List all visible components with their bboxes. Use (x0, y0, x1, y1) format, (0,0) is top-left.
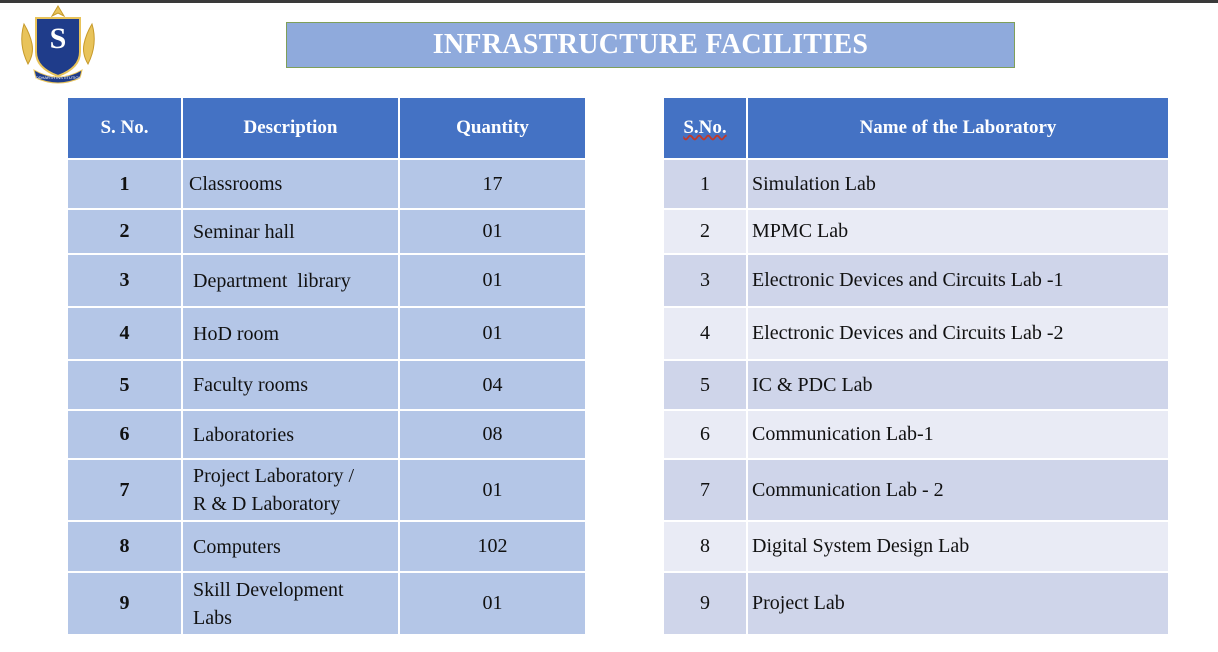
row-description: Computers (181, 520, 400, 573)
row-quantity: 01 (398, 458, 587, 522)
table-row: 8 Digital System Design Lab (662, 520, 1170, 573)
row-description: Skill Development Labs (181, 571, 400, 636)
row-lab-name: Electronic Devices and Circuits Lab -2 (746, 306, 1170, 361)
table-row: 9 Skill Development Labs 01 (66, 571, 587, 636)
row-description-line2: Labs (193, 606, 232, 629)
row-lab-name: Communication Lab-1 (746, 409, 1170, 460)
table-row: 4 Electronic Devices and Circuits Lab -2 (662, 306, 1170, 361)
institution-logo-icon: S SIDDHARTH INSTITUTIONS (14, 4, 102, 86)
row-quantity: 01 (398, 253, 587, 308)
row-sno: 5 (662, 359, 748, 411)
header-quantity: Quantity (398, 96, 587, 160)
row-sno: 4 (66, 306, 183, 361)
table-row: 7 Communication Lab - 2 (662, 458, 1170, 522)
row-quantity: 17 (398, 158, 587, 210)
table-header-row: S. No. Description Quantity (66, 96, 587, 160)
row-lab-name: Simulation Lab (746, 158, 1170, 210)
row-sno: 7 (66, 458, 183, 522)
top-border (0, 0, 1218, 3)
row-description-line1: Skill Development (193, 578, 344, 601)
row-description-line1: Project Laboratory / (193, 465, 355, 487)
page-title: INFRASTRUCTURE FACILITIES (286, 22, 1015, 68)
table-row: 9 Project Lab (662, 571, 1170, 636)
row-description: Faculty rooms (181, 359, 400, 411)
table-row: 4 HoD room 01 (66, 306, 587, 361)
table-row: 1 Classrooms 17 (66, 158, 587, 210)
row-sno: 6 (66, 409, 183, 460)
row-description-line2: R & D Laboratory (193, 493, 341, 515)
svg-text:S: S (50, 22, 67, 55)
row-lab-name: Project Lab (746, 571, 1170, 636)
row-lab-name: MPMC Lab (746, 208, 1170, 255)
row-sno: 8 (662, 520, 748, 573)
row-description: Project Laboratory / R & D Laboratory (181, 458, 400, 522)
row-quantity: 01 (398, 208, 587, 255)
laboratories-table: S.No. Name of the Laboratory 1 Simulatio… (662, 96, 1170, 636)
row-sno: 9 (66, 571, 183, 636)
table-row: 5 Faculty rooms 04 (66, 359, 587, 411)
row-sno: 7 (662, 458, 748, 522)
header-sno-text: S.No. (683, 117, 727, 138)
row-sno: 1 (662, 158, 748, 210)
table-row: 6 Communication Lab-1 (662, 409, 1170, 460)
row-sno: 5 (66, 359, 183, 411)
header-sno: S. No. (66, 96, 183, 160)
header-sno: S.No. (662, 96, 748, 160)
table-row: 6 Laboratories 08 (66, 409, 587, 460)
row-sno: 3 (66, 253, 183, 308)
row-quantity: 08 (398, 409, 587, 460)
table-row: 5 IC & PDC Lab (662, 359, 1170, 411)
row-description: Seminar hall (181, 208, 400, 255)
table-row: 1 Simulation Lab (662, 158, 1170, 210)
row-sno: 2 (66, 208, 183, 255)
row-sno: 1 (66, 158, 183, 210)
table-row: 3 Department library 01 (66, 253, 587, 308)
row-lab-name: Electronic Devices and Circuits Lab -1 (746, 253, 1170, 308)
row-sno: 9 (662, 571, 748, 636)
row-sno: 4 (662, 306, 748, 361)
row-quantity: 102 (398, 520, 587, 573)
facilities-table: S. No. Description Quantity 1 Classrooms… (66, 96, 587, 636)
row-description: Laboratories (181, 409, 400, 460)
row-quantity: 01 (398, 306, 587, 361)
header-lab-name: Name of the Laboratory (746, 96, 1170, 160)
row-quantity: 01 (398, 571, 587, 636)
table-row: 2 MPMC Lab (662, 208, 1170, 255)
table-row: 2 Seminar hall 01 (66, 208, 587, 255)
row-description: Classrooms (181, 158, 400, 210)
row-lab-name: Communication Lab - 2 (746, 458, 1170, 522)
row-sno: 8 (66, 520, 183, 573)
row-quantity: 04 (398, 359, 587, 411)
row-sno: 2 (662, 208, 748, 255)
row-sno: 3 (662, 253, 748, 308)
row-sno: 6 (662, 409, 748, 460)
row-description: Department library (181, 253, 400, 308)
table-row: 8 Computers 102 (66, 520, 587, 573)
table-row: 3 Electronic Devices and Circuits Lab -1 (662, 253, 1170, 308)
row-lab-name: Digital System Design Lab (746, 520, 1170, 573)
header-description: Description (181, 96, 400, 160)
table-row: 7 Project Laboratory / R & D Laboratory … (66, 458, 587, 522)
logo-motto: SIDDHARTH INSTITUTIONS (32, 75, 84, 80)
row-lab-name: IC & PDC Lab (746, 359, 1170, 411)
table-header-row: S.No. Name of the Laboratory (662, 96, 1170, 160)
row-description: HoD room (181, 306, 400, 361)
